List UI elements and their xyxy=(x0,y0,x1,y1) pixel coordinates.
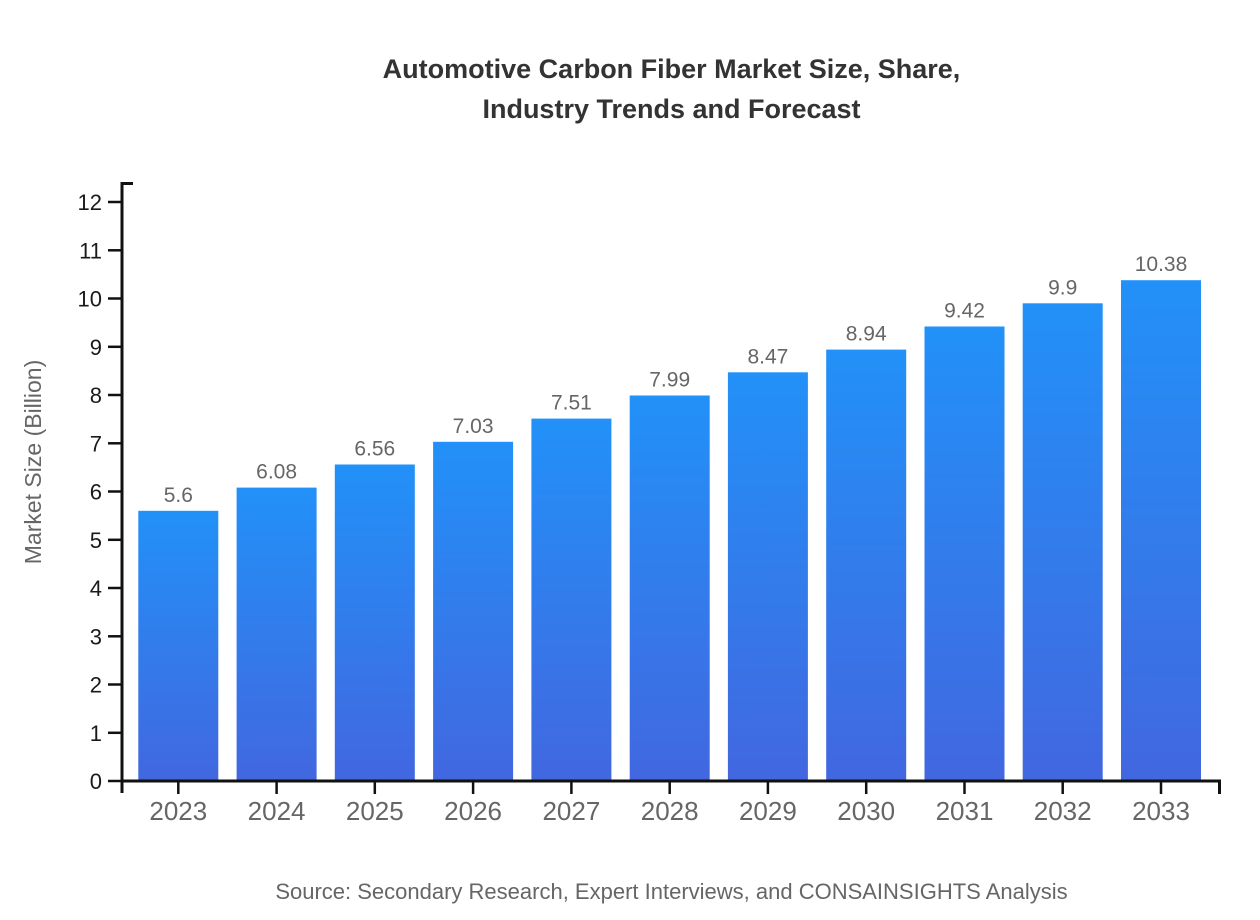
bar-2032 xyxy=(1022,303,1103,781)
x-tick-label-2033: 2033 xyxy=(1132,796,1190,826)
x-tick-label-2027: 2027 xyxy=(542,796,600,826)
value-label-2031: 9.42 xyxy=(944,300,985,323)
value-label-2027: 7.51 xyxy=(551,392,592,415)
bars-layer xyxy=(138,280,1201,781)
y-tick-label-4: 4 xyxy=(90,576,102,601)
x-tick-label-2030: 2030 xyxy=(837,796,895,826)
chart-title: Automotive Carbon Fiber Market Size, Sha… xyxy=(382,54,961,124)
value-label-2030: 8.94 xyxy=(846,323,887,346)
y-tick-label-8: 8 xyxy=(90,383,102,408)
axes-layer xyxy=(108,182,1221,794)
x-tick-label-2024: 2024 xyxy=(248,796,306,826)
y-tick-label-9: 9 xyxy=(90,335,102,360)
source-note: Source: Secondary Research, Expert Inter… xyxy=(275,879,1068,904)
labels-layer: 5.6 2023 6.08 2024 6.56 2025 7.03 2026 7.51 2027 7… xyxy=(78,190,1190,826)
bar-2027 xyxy=(531,418,612,781)
y-tick-label-10: 10 xyxy=(78,287,102,312)
bar-2024 xyxy=(236,487,317,781)
value-label-2026: 7.03 xyxy=(453,415,494,438)
bar-2025 xyxy=(334,464,415,781)
y-tick-label-3: 3 xyxy=(90,624,102,649)
bar-2028 xyxy=(629,395,710,781)
bar-2023 xyxy=(138,510,219,781)
y-tick-label-1: 1 xyxy=(90,721,102,746)
x-tick-label-2025: 2025 xyxy=(346,796,404,826)
value-label-2029: 8.47 xyxy=(747,345,788,368)
value-label-2032: 9.9 xyxy=(1048,276,1077,299)
x-tick-label-2026: 2026 xyxy=(444,796,502,826)
value-label-2033: 10.38 xyxy=(1135,253,1188,276)
x-tick-label-2031: 2031 xyxy=(936,796,994,826)
x-tick-label-2028: 2028 xyxy=(641,796,699,826)
y-tick-label-2: 2 xyxy=(90,673,102,698)
bar-2030 xyxy=(826,349,907,781)
bar-2031 xyxy=(924,326,1005,781)
value-label-2024: 6.08 xyxy=(256,461,297,484)
x-tick-label-2023: 2023 xyxy=(149,796,207,826)
y-tick-label-12: 12 xyxy=(78,190,102,215)
bar-2033 xyxy=(1121,280,1201,781)
y-tick-label-0: 0 xyxy=(90,769,102,794)
value-label-2023: 5.6 xyxy=(164,484,193,507)
bar-2029 xyxy=(727,372,808,781)
value-label-2025: 6.56 xyxy=(354,438,395,461)
value-label-2028: 7.99 xyxy=(649,369,690,392)
x-tick-label-2032: 2032 xyxy=(1034,796,1092,826)
y-tick-label-5: 5 xyxy=(90,528,102,553)
y-axis-label: Market Size (Billion) xyxy=(20,360,46,565)
x-tick-label-2029: 2029 xyxy=(739,796,797,826)
y-tick-label-11: 11 xyxy=(79,238,102,263)
y-tick-label-6: 6 xyxy=(90,480,102,505)
bar-2026 xyxy=(433,441,514,781)
y-tick-label-7: 7 xyxy=(90,431,102,456)
